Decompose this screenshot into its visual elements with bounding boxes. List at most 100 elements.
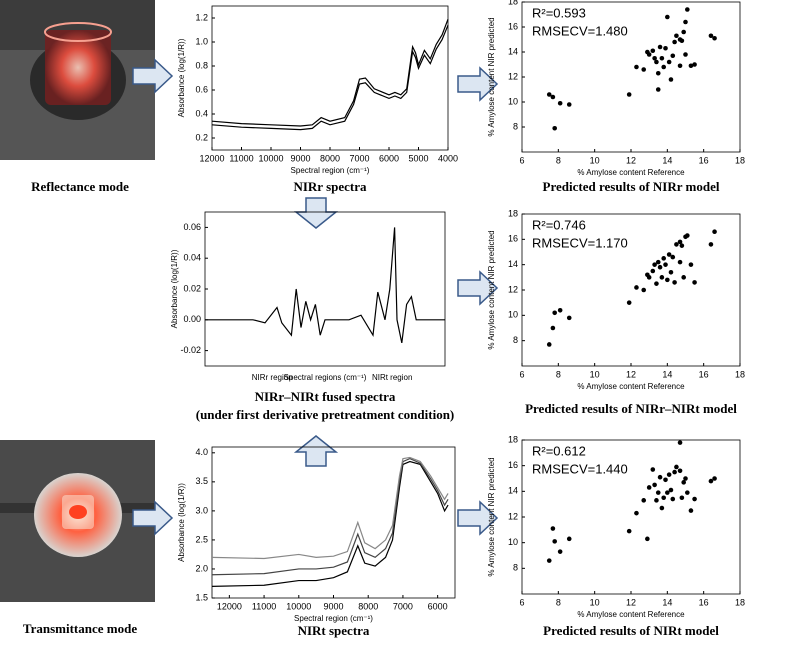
data-point: [646, 485, 652, 490]
data-point: [683, 476, 688, 481]
data-point: [663, 45, 668, 51]
data-point: [661, 64, 666, 70]
y-tick-label: -0.02: [180, 345, 201, 355]
data-point: [552, 539, 557, 544]
data-point: [657, 264, 663, 270]
data-point: [677, 37, 683, 42]
data-point: [654, 498, 659, 503]
data-point: [683, 19, 688, 25]
data-point: [685, 7, 690, 12]
data-point: [677, 259, 683, 265]
data-point: [645, 49, 650, 55]
y-tick-label: 3.5: [195, 476, 208, 486]
data-point: [650, 467, 656, 472]
data-point: [668, 77, 674, 82]
x-axis-label: % Amylose content Reference: [577, 610, 685, 619]
caption: NIRr–NIRt fused spectra: [255, 389, 396, 404]
caption: NIRt spectra: [298, 623, 370, 638]
y-tick-label: 10: [508, 310, 518, 320]
x-tick-label: 8: [556, 597, 561, 607]
annotation: R²=0.593: [532, 5, 586, 20]
data-point: [663, 262, 668, 267]
y-tick-label: 8: [513, 335, 518, 345]
data-point: [677, 440, 683, 445]
data-point: [692, 62, 697, 67]
x-tick-label: 12: [626, 369, 636, 379]
y-axis-label: % Amylose content NIR predicted: [487, 457, 496, 576]
annotation: R²=0.612: [532, 443, 586, 458]
y-tick-label: 14: [508, 259, 518, 269]
caption: Predicted results of NIRr–NIRt model: [525, 401, 737, 416]
data-point: [670, 254, 676, 260]
data-point: [550, 94, 556, 100]
caption: NIRr spectra: [293, 179, 367, 194]
data-point: [634, 510, 639, 516]
data-point: [670, 53, 676, 59]
data-point: [641, 498, 647, 503]
data-point: [650, 48, 656, 54]
data-point: [677, 63, 683, 69]
data-point: [652, 55, 657, 61]
x-tick-label: 16: [699, 597, 709, 607]
y-tick-label: 0.04: [183, 253, 201, 263]
data-point: [626, 92, 632, 97]
y-tick-label: 1.5: [195, 592, 208, 602]
y-tick-label: 16: [508, 234, 518, 244]
data-point: [666, 252, 672, 257]
data-point: [552, 310, 557, 316]
x-tick-label: 10: [590, 155, 600, 165]
x-axis-label: Spectral region (cm⁻¹): [291, 166, 370, 175]
data-point: [654, 281, 659, 286]
y-tick-label: 3.0: [195, 505, 208, 515]
y-tick-label: 0.06: [183, 222, 201, 232]
data-point: [674, 33, 679, 39]
data-point: [674, 242, 679, 247]
y-tick-label: 0.6: [195, 84, 208, 94]
data-point: [679, 495, 685, 501]
y-axis-label: % Amylose content NIR predicted: [487, 230, 496, 349]
annotation: RMSECV=1.480: [532, 23, 628, 38]
data-point: [652, 262, 657, 267]
data-point: [652, 482, 657, 488]
spectrum-line: [211, 457, 449, 576]
data-point: [681, 29, 686, 35]
x-tick-label: 12: [626, 597, 636, 607]
x-tick-label: 11000: [229, 153, 253, 163]
data-point: [546, 342, 552, 347]
plot-frame: [204, 211, 446, 367]
y-tick-label: 10: [508, 537, 518, 547]
x-tick-label: 6: [519, 369, 524, 379]
data-point: [557, 307, 563, 313]
data-point: [665, 277, 670, 283]
y-tick-label: 0.8: [195, 60, 208, 70]
data-point: [557, 100, 563, 106]
data-point: [672, 469, 677, 475]
spectrum-line: [211, 460, 449, 587]
region-label: NIRt region: [372, 373, 412, 382]
data-point: [712, 476, 717, 481]
data-point: [626, 528, 632, 534]
data-point: [666, 59, 672, 65]
plot-frame: [211, 5, 449, 151]
y-tick-label: 18: [508, 208, 518, 218]
x-tick-label: 14: [662, 155, 672, 165]
y-tick-label: 8: [513, 563, 518, 573]
data-point: [645, 536, 650, 542]
y-tick-label: 0.4: [195, 108, 208, 118]
data-point: [546, 92, 552, 97]
x-tick-label: 12000: [199, 153, 224, 163]
data-point: [552, 125, 557, 131]
data-point: [659, 275, 665, 280]
caption-note: (under first derivative pretreatment con…: [196, 407, 455, 422]
annotation: RMSECV=1.440: [532, 461, 628, 476]
y-tick-label: 16: [508, 21, 518, 31]
y-tick-label: 0.2: [195, 132, 208, 142]
flow-arrows: [132, 58, 499, 536]
spectrum-line: [211, 18, 449, 127]
caption: Predicted results of NIRt model: [543, 623, 719, 638]
x-tick-label: 18: [735, 369, 745, 379]
data-point: [681, 275, 686, 280]
x-tick-label: 6: [519, 155, 524, 165]
caption: Predicted results of NIRr model: [543, 179, 720, 194]
data-point: [708, 33, 714, 39]
